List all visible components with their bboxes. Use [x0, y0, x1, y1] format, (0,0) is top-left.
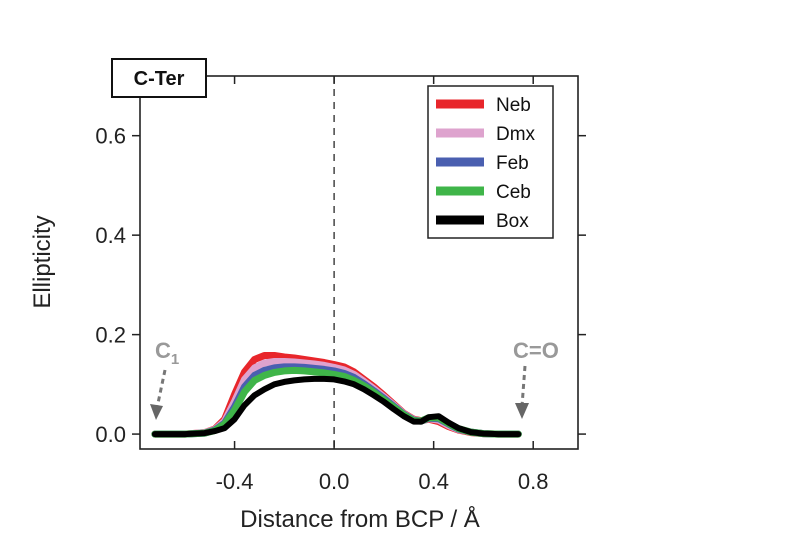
annotation-co-text: C=O — [513, 338, 559, 363]
legend-label-feb: Feb — [496, 153, 529, 174]
annotation-c1-arrowhead — [150, 404, 163, 420]
annotation-c1-arrow — [155, 369, 167, 409]
annotation-c1-text: C1 — [155, 338, 179, 368]
y-tick-label: 0.0 — [95, 422, 126, 447]
annotation-c1: C1 — [150, 338, 179, 420]
annotation-co-arrow — [520, 365, 527, 407]
y-tick-label: 0.6 — [95, 124, 126, 149]
x-tick-label: 0.0 — [319, 469, 350, 494]
annotation-co: C=O — [513, 338, 559, 419]
y-tick-label: 0.4 — [95, 223, 126, 248]
legend-label-ceb: Ceb — [496, 182, 531, 203]
x-tick-label: 0.8 — [518, 469, 549, 494]
plot-frame — [139, 75, 579, 450]
panel-label: C-Ter — [111, 58, 207, 98]
legend-label-neb: Neb — [496, 95, 531, 116]
x-tick-label: 0.4 — [418, 469, 449, 494]
annotation-c1-subscript: 1 — [171, 351, 179, 368]
x-tick-label: -0.4 — [216, 469, 254, 494]
x-axis-title: Distance from BCP / Å — [240, 505, 480, 533]
legend-label-dmx: Dmx — [496, 124, 536, 145]
y-axis-title: Ellipticity — [29, 215, 56, 308]
annotation-co-arrowhead — [515, 403, 529, 419]
legend-label-box: Box — [496, 211, 529, 232]
series-line-box — [151, 375, 522, 438]
y-tick-label: 0.2 — [95, 323, 126, 348]
legend: Neb Dmx Feb Ceb Box — [427, 85, 554, 239]
panel-label-text: C-Ter — [134, 68, 185, 90]
